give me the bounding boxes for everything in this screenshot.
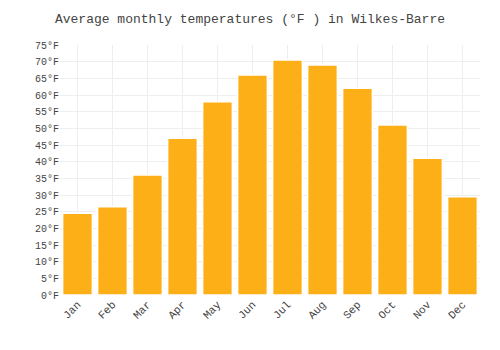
svg-text:30°F: 30°F	[35, 191, 59, 202]
svg-text:40°F: 40°F	[35, 157, 59, 168]
svg-text:20°F: 20°F	[35, 224, 59, 235]
svg-text:10°F: 10°F	[35, 257, 59, 268]
svg-text:0°F: 0°F	[41, 291, 59, 302]
svg-text:70°F: 70°F	[35, 57, 59, 68]
svg-text:25°F: 25°F	[35, 207, 59, 218]
svg-text:Average monthly temperatures (: Average monthly temperatures (°F ) in Wi…	[55, 12, 445, 27]
svg-text:35°F: 35°F	[35, 174, 59, 185]
svg-text:55°F: 55°F	[35, 107, 59, 118]
svg-text:50°F: 50°F	[35, 124, 59, 135]
svg-text:65°F: 65°F	[35, 74, 59, 85]
svg-text:Feb: Feb	[96, 299, 118, 321]
svg-text:Aug: Aug	[306, 299, 328, 321]
svg-text:Sep: Sep	[341, 299, 363, 321]
svg-text:Jul: Jul	[271, 299, 293, 321]
svg-text:Nov: Nov	[411, 299, 434, 322]
svg-text:Apr: Apr	[166, 299, 188, 321]
svg-text:15°F: 15°F	[35, 241, 59, 252]
svg-text:60°F: 60°F	[35, 91, 59, 102]
svg-text:Dec: Dec	[446, 299, 468, 321]
svg-text:Jun: Jun	[236, 299, 258, 321]
svg-text:45°F: 45°F	[35, 141, 59, 152]
svg-text:May: May	[201, 299, 224, 322]
svg-text:Jan: Jan	[61, 299, 83, 321]
svg-text:5°F: 5°F	[41, 274, 59, 285]
svg-text:Mar: Mar	[131, 299, 153, 321]
svg-text:75°F: 75°F	[35, 41, 59, 52]
svg-text:Oct: Oct	[376, 299, 398, 321]
